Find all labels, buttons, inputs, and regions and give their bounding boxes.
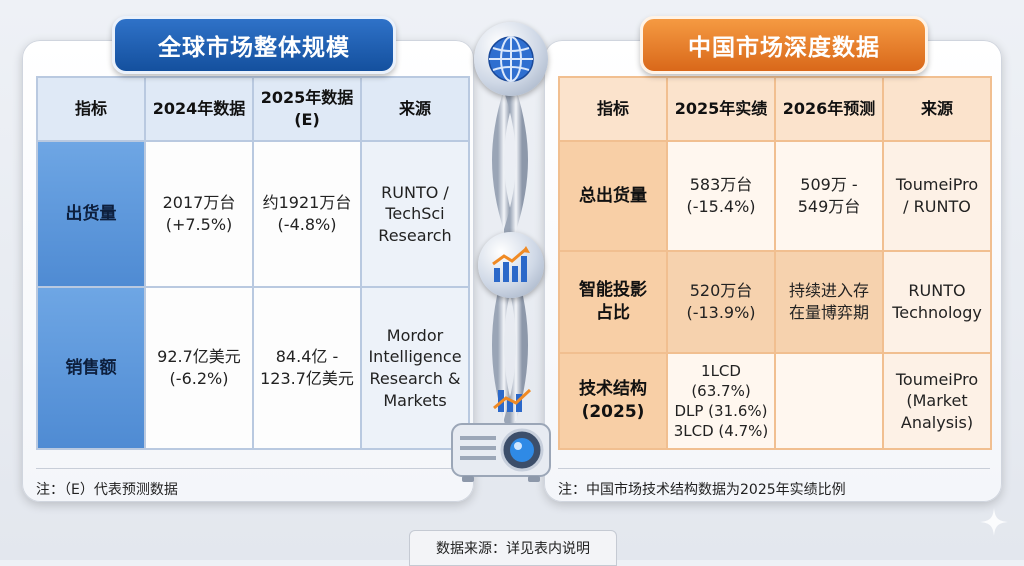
row-label: 技术结构 (2025) [558,352,668,450]
header-cell: 来源 [882,76,992,142]
row-label: 智能投影 占比 [558,250,668,354]
china-market-title: 中国市场深度数据 [640,16,928,74]
table-cell: 1LCD (63.7%) DLP (31.6%) 3LCD (4.7%) [666,352,776,450]
globe-orb [474,22,548,96]
table-cell: 92.7亿美元 (-6.2%) [144,286,254,450]
table-cell [774,352,884,450]
header-cell: 2026年预测 [774,76,884,142]
table-row: 出货量 2017万台 (+7.5%) 约1921万台 (-4.8%) RUNTO… [36,140,470,288]
table-cell: 84.4亿 - 123.7亿美元 [252,286,362,450]
table-row: 销售额 92.7亿美元 (-6.2%) 84.4亿 - 123.7亿美元 Mor… [36,286,470,450]
header-cell: 指标 [36,76,146,142]
table-cell: 583万台 (-15.4%) [666,140,776,252]
header-cell: 2025年实绩 [666,76,776,142]
source-cell: ToumeiPro / RUNTO [882,140,992,252]
table-row: 总出货量 583万台 (-15.4%) 509万 - 549万台 ToumeiP… [558,140,992,252]
sparkle-icon [980,508,1008,536]
header-cell: 指标 [558,76,668,142]
global-market-title: 全球市场整体规模 [112,16,396,74]
table-row: 技术结构 (2025) 1LCD (63.7%) DLP (31.6%) 3LC… [558,352,992,450]
source-cell: Mordor Intelligence Research & Markets [360,286,470,450]
header-cell: 来源 [360,76,470,142]
china-market-table: 指标 2025年实绩 2026年预测 来源 总出货量 583万台 (-15.4%… [558,76,992,450]
row-label: 总出货量 [558,140,668,252]
source-cell: ToumeiPro (Market Analysis) [882,352,992,450]
growth-orb [478,232,544,298]
global-table-note: 注：（E）代表预测数据 [36,468,468,499]
table-cell: 509万 - 549万台 [774,140,884,252]
header-cell: 2025年数据 (E) [252,76,362,142]
source-cell: RUNTO Technology [882,250,992,354]
growth-chart-icon [492,246,530,282]
projector-icon [451,388,551,482]
table-cell: 持续进入存 在量博弈期 [774,250,884,354]
table-cell: 520万台 (-13.9%) [666,250,776,354]
header-cell: 2024年数据 [144,76,254,142]
row-label: 出货量 [36,140,146,288]
global-market-table: 指标 2024年数据 2025年数据 (E) 来源 出货量 2017万台 (+7… [36,76,470,450]
globe-icon [488,36,534,82]
row-label: 销售额 [36,286,146,450]
table-cell: 约1921万台 (-4.8%) [252,140,362,288]
table-cell: 2017万台 (+7.5%) [144,140,254,288]
table-row: 智能投影 占比 520万台 (-13.9%) 持续进入存 在量博弈期 RUNTO… [558,250,992,354]
source-cell: RUNTO / TechSci Research [360,140,470,288]
china-table-note: 注：中国市场技术结构数据为2025年实绩比例 [558,468,990,499]
data-source-footer: 数据来源：详见表内说明 [409,530,617,566]
